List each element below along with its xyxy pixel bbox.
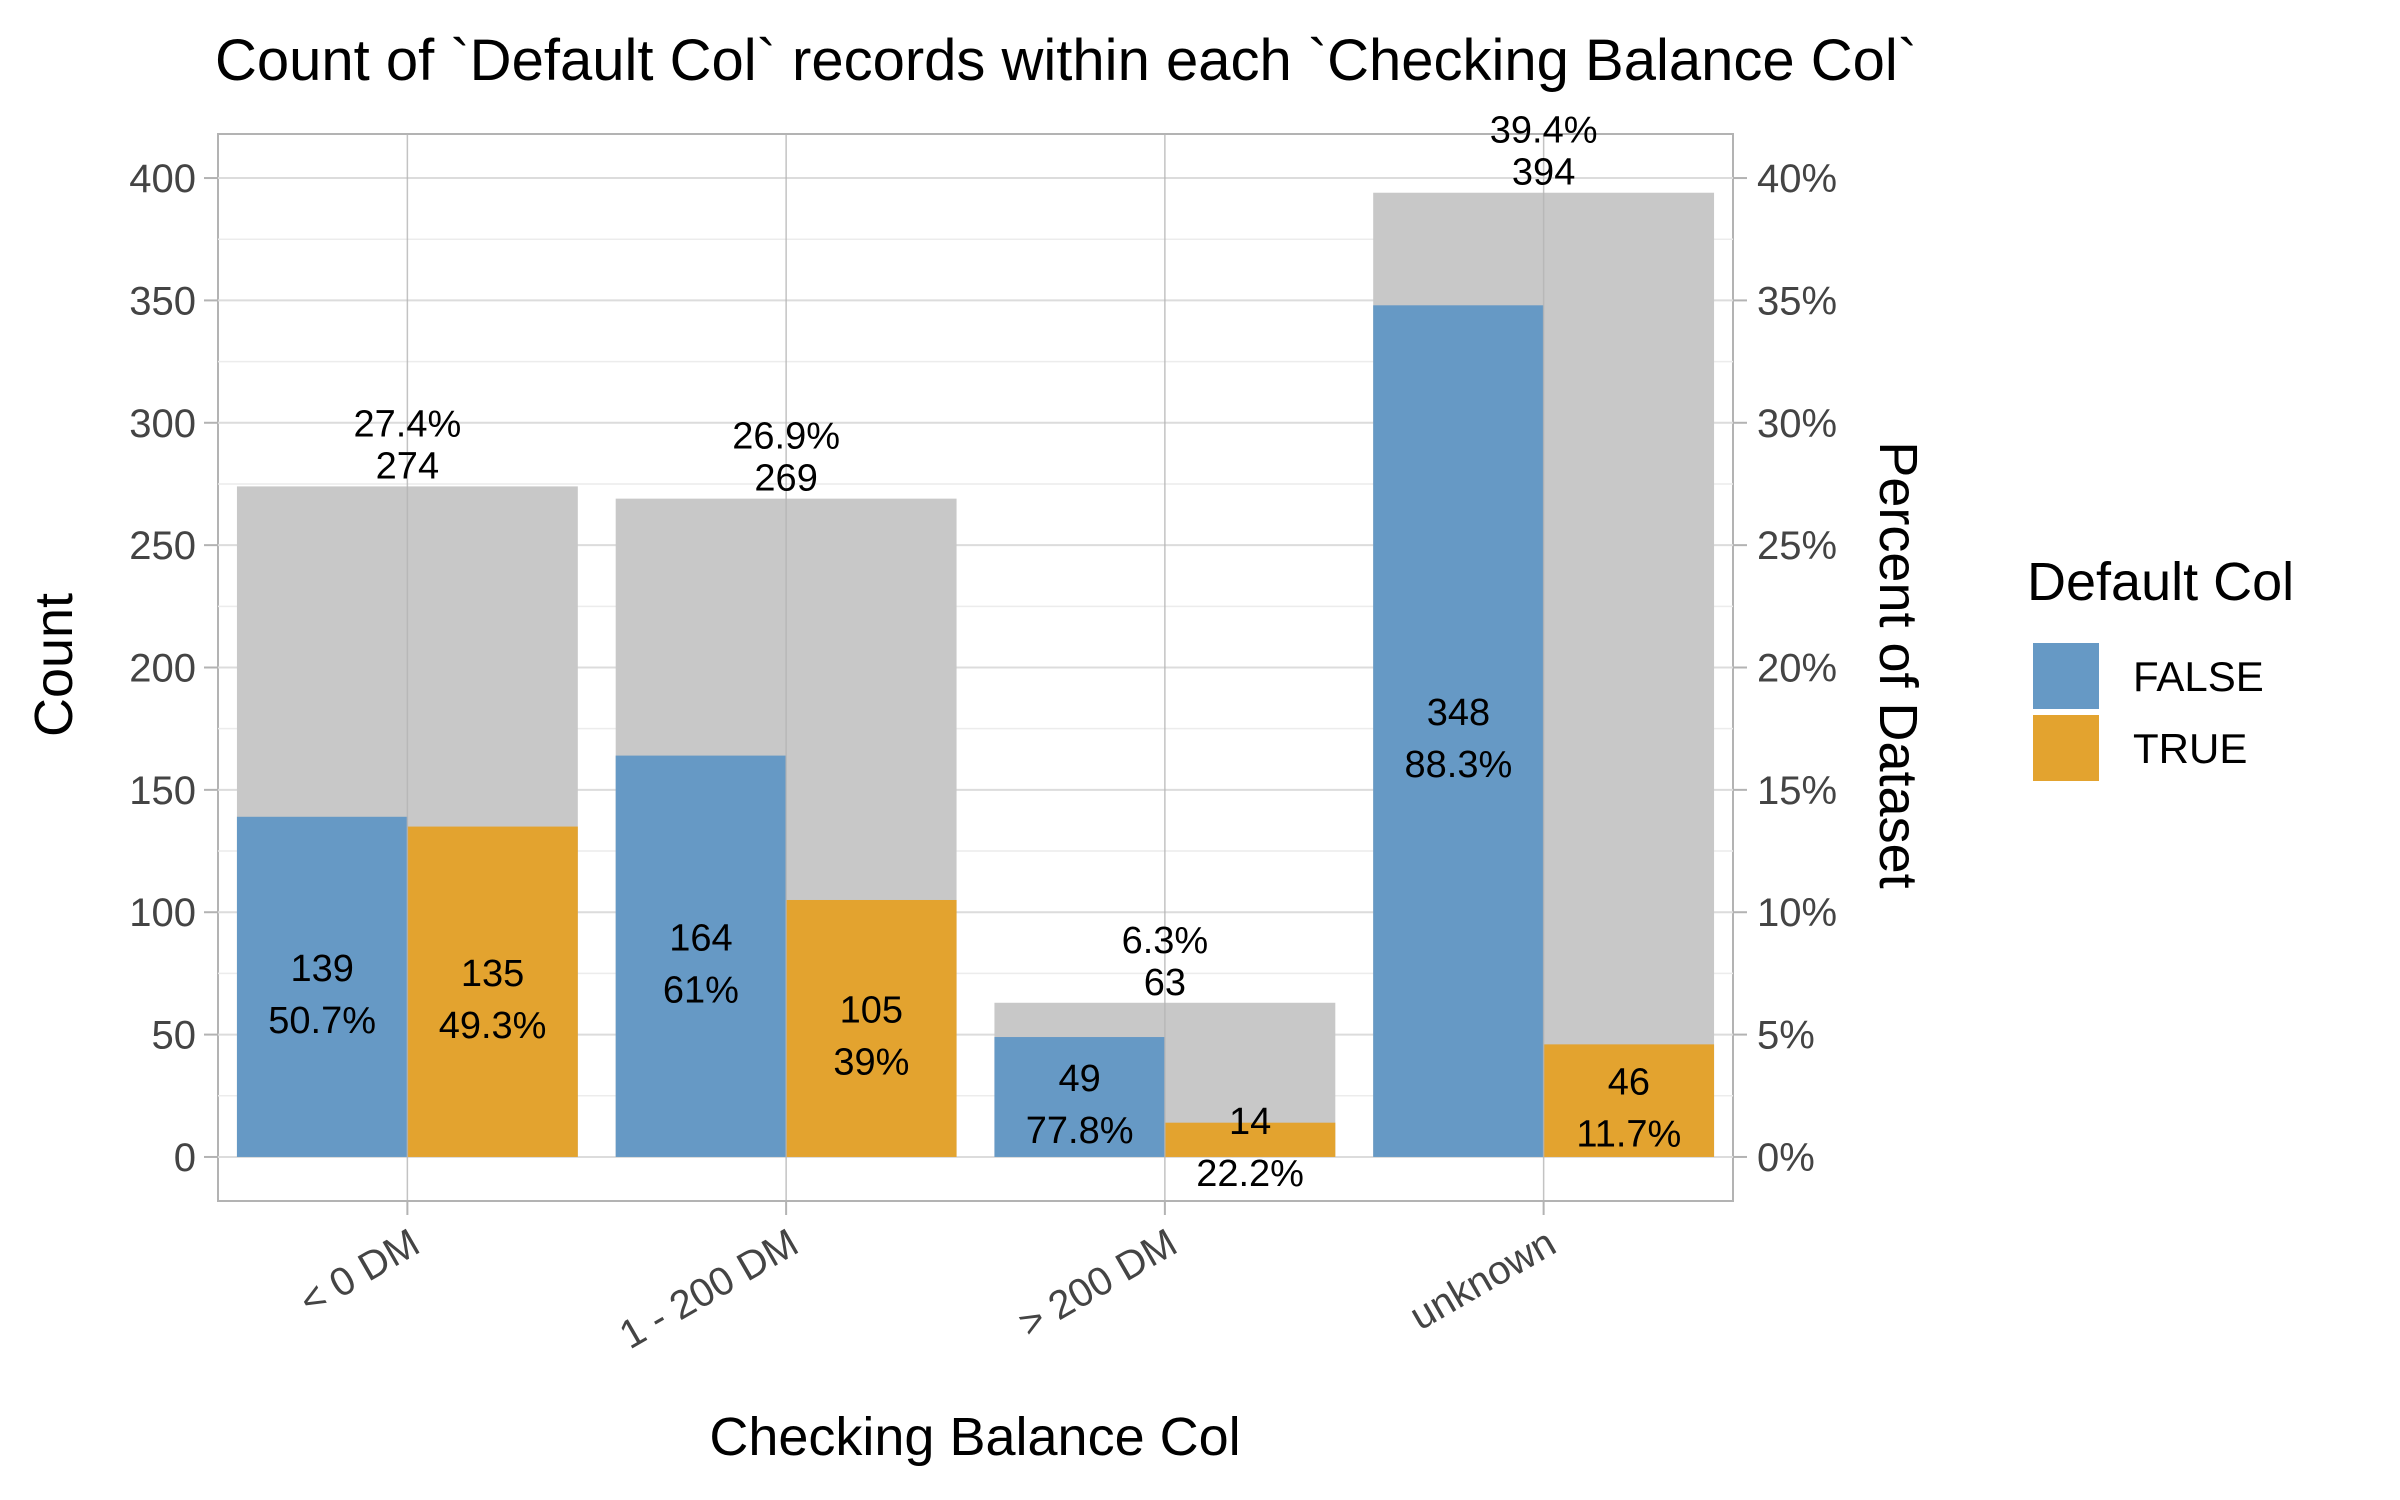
bar-true bbox=[786, 899, 957, 1157]
bar-label-true: 135 49.3% bbox=[439, 953, 547, 1047]
bar-false bbox=[615, 755, 787, 1157]
bar-true bbox=[1164, 1122, 1336, 1157]
y-tick-label: 100 bbox=[129, 891, 196, 935]
x-tick-label: < 0 DM bbox=[292, 1221, 427, 1324]
bar-label-true: 14 22.2% bbox=[1196, 1101, 1304, 1195]
bar-false bbox=[994, 1037, 1165, 1157]
y-tick-label: 300 bbox=[129, 402, 196, 446]
x-tick-label: unknown bbox=[1402, 1221, 1563, 1339]
y-axis-title: Count bbox=[24, 593, 84, 737]
x-tick-label: 1 - 200 DM bbox=[612, 1221, 805, 1358]
secondary-y-tick-label: 30% bbox=[1757, 402, 1837, 446]
y-tick-label: 50 bbox=[152, 1014, 197, 1058]
chart-title: Count of `Default Col` records within ea… bbox=[215, 28, 1917, 93]
bar-true bbox=[1543, 1044, 1715, 1157]
bar-label-false: 348 88.3% bbox=[1405, 692, 1513, 786]
x-tick-label: > 200 DM bbox=[1011, 1221, 1184, 1346]
total-label: 39.4% 394 bbox=[1490, 110, 1598, 194]
y-tick-label: 150 bbox=[129, 769, 196, 813]
bar-label-true: 105 39% bbox=[833, 989, 909, 1083]
secondary-y-axis-title: Percent of Dataset bbox=[1868, 441, 1928, 888]
bar-false bbox=[236, 816, 408, 1157]
secondary-y-tick-label: 20% bbox=[1757, 647, 1837, 691]
bar-label-false: 49 77.8% bbox=[1026, 1058, 1134, 1152]
legend-key-false bbox=[2033, 643, 2099, 709]
y-tick-label: 200 bbox=[129, 647, 196, 691]
secondary-y-tick-label: 25% bbox=[1757, 524, 1837, 568]
secondary-y-tick-label: 15% bbox=[1757, 769, 1837, 813]
bar-false bbox=[1373, 305, 1544, 1157]
bar-label-false: 164 61% bbox=[663, 917, 739, 1011]
y-tick-label: 0 bbox=[174, 1136, 196, 1180]
total-label: 27.4% 274 bbox=[354, 403, 462, 487]
secondary-y-tick-label: 40% bbox=[1757, 157, 1837, 201]
y-tick-label: 400 bbox=[129, 157, 196, 201]
legend-title: Default Col bbox=[2027, 552, 2294, 612]
plot-area: 0 50 100 150 200 250 300 350 400 0% 5% 10% 15% 20% 25%… bbox=[129, 110, 1837, 1358]
bar-label-true: 46 11.7% bbox=[1576, 1062, 1681, 1156]
total-label: 6.3% 63 bbox=[1122, 920, 1209, 1004]
secondary-y-tick-label: 5% bbox=[1757, 1014, 1815, 1058]
bar-true bbox=[407, 826, 578, 1157]
legend-label-false: FALSE bbox=[2133, 653, 2264, 700]
y-tick-label: 350 bbox=[129, 279, 196, 323]
secondary-y-tick-label: 10% bbox=[1757, 891, 1837, 935]
secondary-y-tick-label: 35% bbox=[1757, 279, 1837, 323]
x-axis-title: Checking Balance Col bbox=[709, 1407, 1240, 1467]
secondary-y-tick-label: 0% bbox=[1757, 1136, 1815, 1180]
y-tick-label: 250 bbox=[129, 524, 196, 568]
legend: Default Col FALSE TRUE bbox=[2027, 552, 2294, 781]
bar-label-false: 139 50.7% bbox=[268, 948, 376, 1042]
legend-label-true: TRUE bbox=[2133, 725, 2247, 772]
legend-key-true bbox=[2033, 715, 2099, 781]
total-label: 26.9% 269 bbox=[732, 416, 840, 500]
